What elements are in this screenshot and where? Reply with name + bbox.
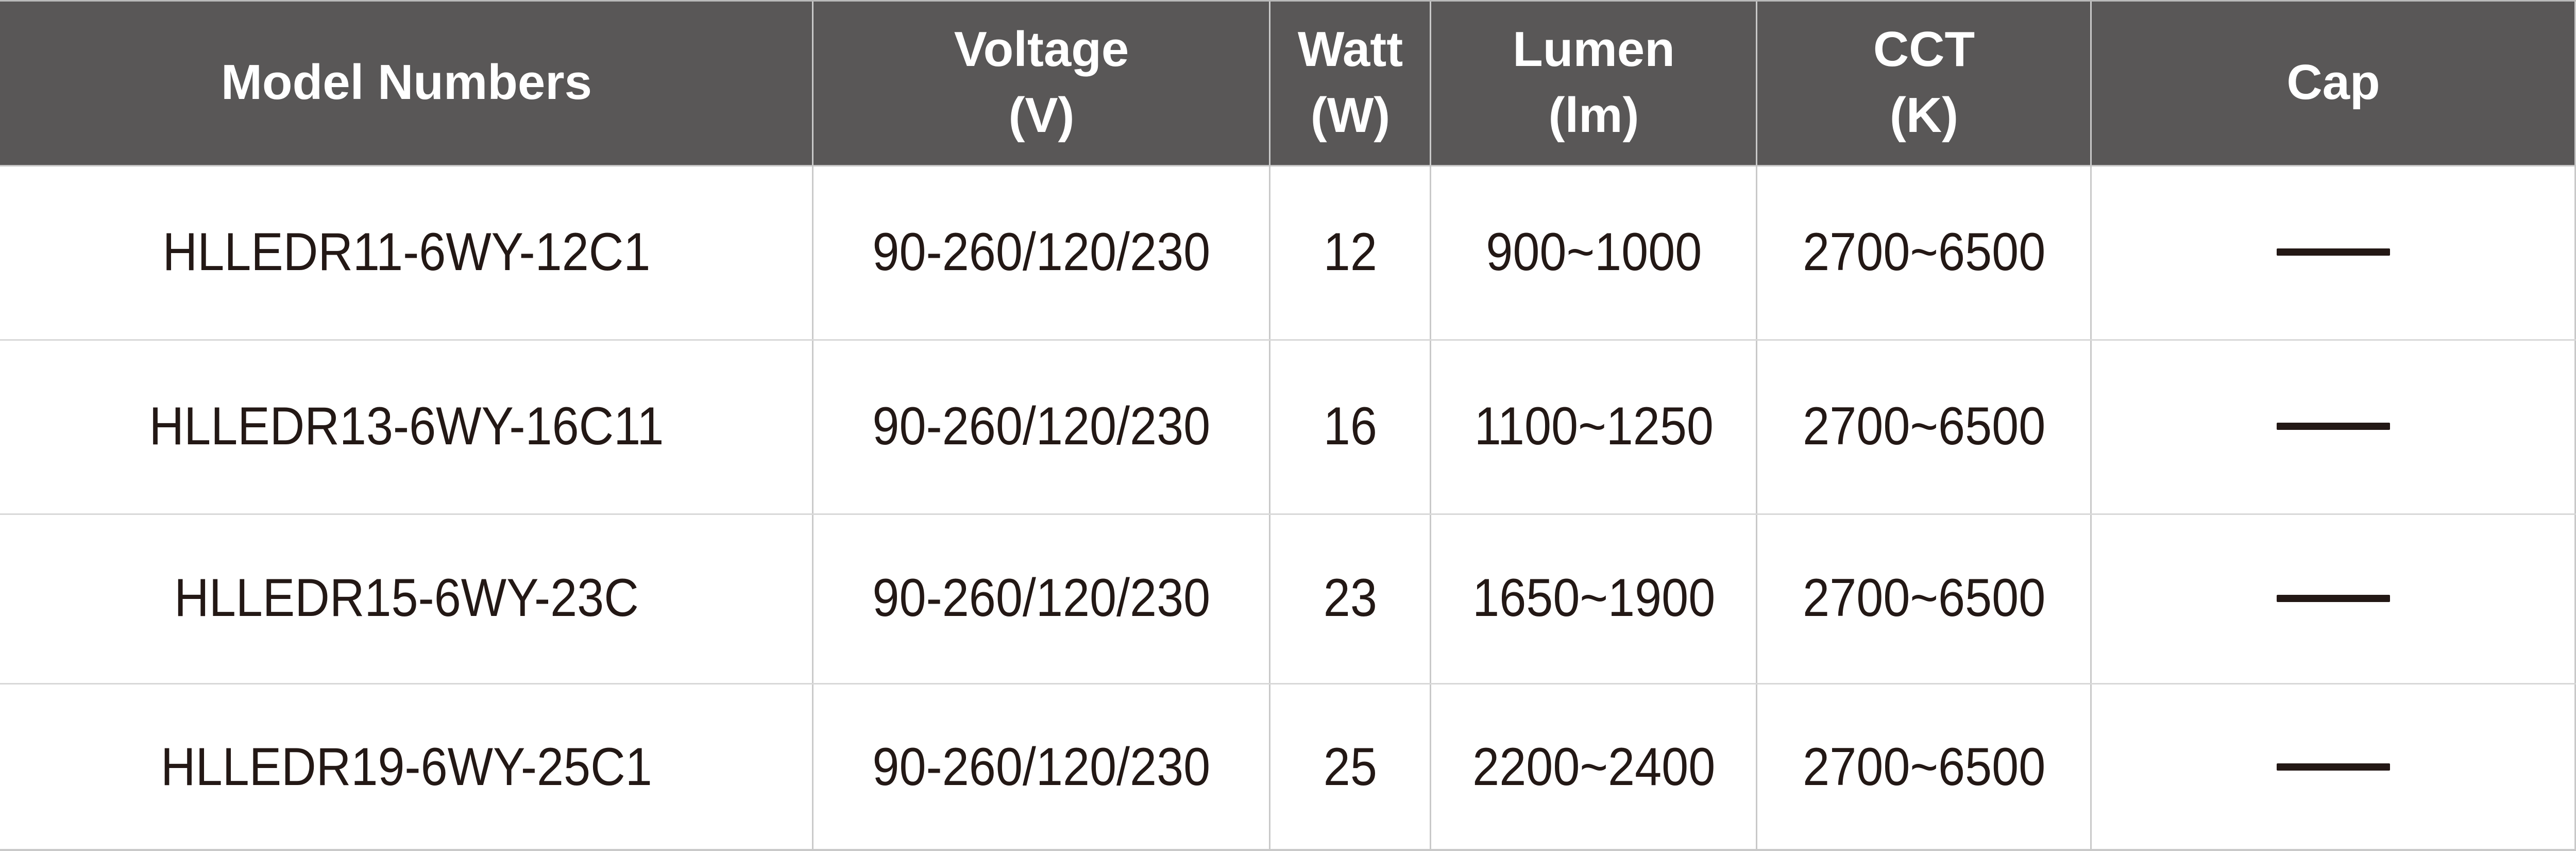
cap-dash	[2277, 248, 2390, 256]
cct-value: 2700~6500	[1802, 568, 2046, 628]
cell-watt: 16	[1270, 339, 1431, 513]
cap-dash	[2277, 594, 2390, 602]
lumen-value: 1650~1900	[1472, 568, 1716, 628]
cell-lumen: 900~1000	[1431, 165, 1757, 339]
cell-cct: 2700~6500	[1757, 339, 2091, 513]
lumen-value: 1100~1250	[1474, 396, 1714, 456]
cct-value: 2700~6500	[1802, 396, 2046, 456]
model-number: HLLEDR11-6WY-12C1	[162, 222, 651, 282]
model-number: HLLEDR19-6WY-25C1	[161, 737, 652, 797]
lumen-value: 900~1000	[1485, 222, 1702, 282]
header-cap: Cap	[2091, 0, 2575, 165]
header-model-numbers: Model Numbers	[0, 0, 813, 165]
cell-watt: 23	[1270, 513, 1431, 683]
voltage-value: 90-260/120/230	[872, 737, 1211, 797]
watt-value: 16	[1323, 396, 1378, 456]
cct-value: 2700~6500	[1802, 737, 2046, 797]
cell-cap	[2091, 683, 2575, 851]
cell-cct: 2700~6500	[1757, 683, 2091, 851]
header-label: Voltage	[954, 22, 1129, 77]
cell-cap	[2091, 513, 2575, 683]
cell-watt: 12	[1270, 165, 1431, 339]
cell-cct: 2700~6500	[1757, 165, 2091, 339]
cell-cap	[2091, 165, 2575, 339]
lumen-value: 2200~2400	[1472, 737, 1716, 797]
header-sublabel: (W)	[1310, 88, 1391, 143]
cct-value: 2700~6500	[1802, 222, 2046, 282]
header-cct: CCT (K)	[1757, 0, 2091, 165]
header-sublabel: (K)	[1889, 88, 1959, 143]
cell-cct: 2700~6500	[1757, 513, 2091, 683]
cell-voltage: 90-260/120/230	[813, 165, 1270, 339]
header-label: Lumen	[1513, 22, 1675, 77]
header-label: Model Numbers	[221, 55, 592, 110]
watt-value: 25	[1323, 737, 1378, 797]
cap-dash	[2277, 423, 2390, 430]
header-label: Watt	[1297, 22, 1403, 77]
cell-model: HLLEDR19-6WY-25C1	[0, 683, 813, 851]
header-voltage: Voltage (V)	[813, 0, 1270, 165]
header-sublabel: (V)	[1008, 88, 1075, 143]
voltage-value: 90-260/120/230	[872, 222, 1211, 282]
cell-model: HLLEDR11-6WY-12C1	[0, 165, 813, 339]
cell-lumen: 1650~1900	[1431, 513, 1757, 683]
header-watt: Watt (W)	[1270, 0, 1431, 165]
cell-lumen: 1100~1250	[1431, 339, 1757, 513]
watt-value: 23	[1323, 568, 1378, 628]
header-sublabel: (lm)	[1548, 88, 1639, 143]
cell-voltage: 90-260/120/230	[813, 513, 1270, 683]
cell-voltage: 90-260/120/230	[813, 683, 1270, 851]
voltage-value: 90-260/120/230	[872, 396, 1211, 456]
cell-lumen: 2200~2400	[1431, 683, 1757, 851]
voltage-value: 90-260/120/230	[872, 568, 1211, 628]
cell-model: HLLEDR15-6WY-23C	[0, 513, 813, 683]
cap-dash	[2277, 763, 2390, 771]
header-label: CCT	[1873, 22, 1975, 77]
header-lumen: Lumen (lm)	[1431, 0, 1757, 165]
header-label: Cap	[2286, 55, 2380, 110]
model-number: HLLEDR15-6WY-23C	[174, 568, 639, 628]
cell-watt: 25	[1270, 683, 1431, 851]
cell-model: HLLEDR13-6WY-16C11	[0, 339, 813, 513]
cell-voltage: 90-260/120/230	[813, 339, 1270, 513]
cell-cap	[2091, 339, 2575, 513]
model-number: HLLEDR13-6WY-16C11	[149, 396, 664, 456]
watt-value: 12	[1323, 222, 1378, 282]
